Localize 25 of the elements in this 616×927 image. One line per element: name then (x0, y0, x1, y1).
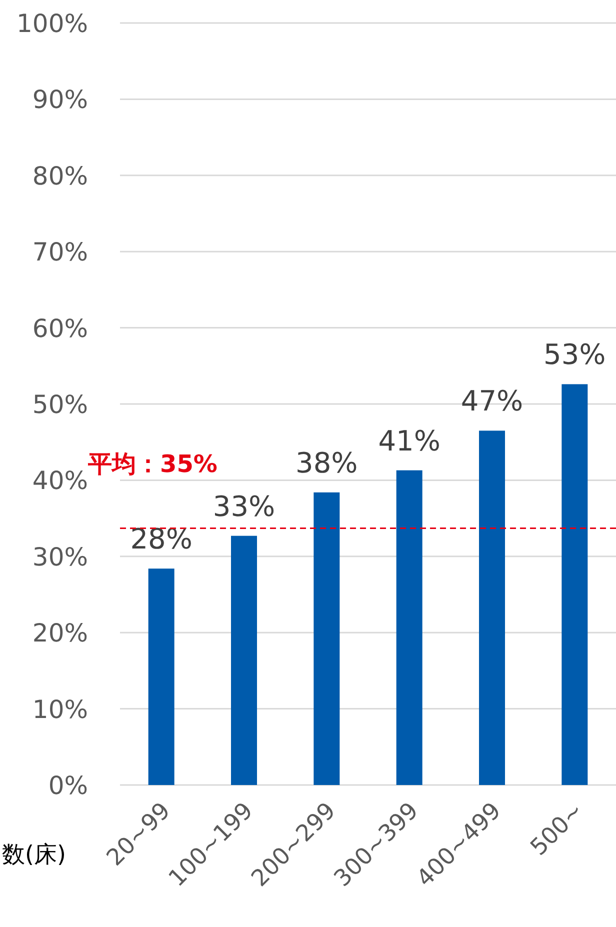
data-label: 38% (296, 446, 358, 480)
bar (231, 536, 257, 785)
y-tick-label: 60% (32, 314, 88, 343)
y-tick-label: 20% (32, 618, 88, 648)
y-tick-label: 30% (32, 542, 88, 572)
y-tick-label: 70% (32, 238, 88, 267)
data-label: 28% (130, 522, 192, 556)
data-label: 53% (544, 338, 606, 372)
ref-line-label: 平均：35% (87, 450, 218, 478)
bar (148, 568, 174, 785)
y-tick-label: 100% (16, 9, 88, 38)
y-tick-label: 10% (32, 694, 88, 724)
data-label: 47% (460, 384, 524, 418)
y-tick-label: 40% (32, 466, 88, 496)
y-tick-label: 90% (32, 85, 88, 114)
bar (562, 384, 588, 785)
x-axis-title: 数(床) (2, 842, 66, 868)
bar (396, 470, 422, 785)
y-tick-label: 0% (48, 771, 88, 800)
y-tick-label: 80% (32, 161, 88, 190)
data-label: 41% (378, 424, 440, 458)
data-label: 33% (212, 490, 276, 523)
bar (479, 430, 505, 785)
bar (314, 492, 340, 785)
y-tick-label: 50% (32, 390, 88, 419)
